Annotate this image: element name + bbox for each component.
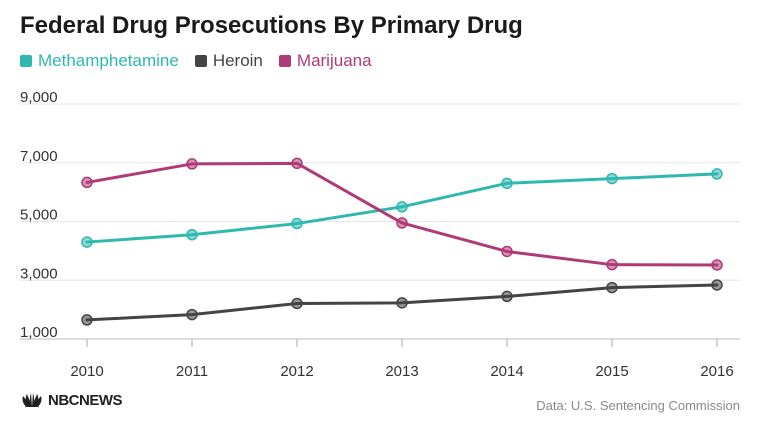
- legend-swatch-marijuana: [278, 55, 291, 67]
- data-point-marijuana: [606, 258, 618, 271]
- data-point-heroin: [81, 314, 93, 326]
- source-note: Data: U.S. Sentencing Commission: [536, 398, 740, 413]
- chart-title: Federal Drug Prosecutions By Primary Dru…: [20, 12, 523, 39]
- data-point-heroin: [291, 297, 303, 310]
- legend-label-heroin: Heroin: [212, 51, 263, 70]
- data-point-marijuana: [501, 245, 513, 258]
- legend-label-methamphetamine: Methamphetamine: [38, 51, 179, 70]
- y-tick-label: 9,000: [20, 89, 58, 106]
- data-point-methamphetamine: [501, 177, 513, 190]
- y-tick-label: 7,000: [20, 148, 58, 165]
- legend-item-methamphetamine: Methamphetamine: [20, 51, 179, 71]
- data-point-marijuana: [396, 217, 408, 229]
- legend-swatch-heroin: [194, 55, 207, 67]
- x-tick-label: 2010: [70, 363, 103, 380]
- grid-layer: [20, 103, 740, 347]
- data-point-heroin: [501, 290, 513, 303]
- y-tick-labels: 9,000 7,000 5,000 3,000 1,000: [20, 89, 58, 341]
- x-tick-label: 2011: [176, 363, 208, 380]
- data-point-methamphetamine: [606, 172, 618, 185]
- x-tick-labels: 2010 2011 2012 2013 2014 2015 2016: [70, 363, 733, 380]
- y-tick-label: 5,000: [20, 207, 58, 224]
- x-tick-label: 2013: [385, 363, 418, 380]
- data-point-methamphetamine: [396, 201, 408, 213]
- peacock-icon: [22, 392, 42, 407]
- data-point-marijuana: [186, 158, 198, 170]
- legend: Methamphetamine Heroin Marijuana: [20, 51, 372, 71]
- nbc-news-logo: NBCNEWS: [20, 392, 123, 409]
- y-tick-label: 1,000: [20, 324, 58, 341]
- data-point-marijuana: [81, 176, 93, 189]
- data-point-methamphetamine: [291, 217, 303, 230]
- legend-item-marijuana: Marijuana: [278, 51, 372, 71]
- data-point-heroin: [606, 281, 618, 294]
- x-tick-label: 2014: [490, 363, 523, 380]
- x-tick-label: 2016: [700, 363, 733, 380]
- data-point-marijuana: [291, 157, 303, 170]
- logo-text: NBCNEWS: [48, 392, 123, 409]
- data-point-methamphetamine: [186, 228, 198, 241]
- data-point-methamphetamine: [711, 168, 723, 180]
- data-point-heroin: [186, 308, 198, 321]
- data-point-marijuana: [711, 259, 723, 271]
- y-tick-label: 3,000: [20, 265, 58, 282]
- data-point-methamphetamine: [81, 236, 93, 248]
- series-layer: [81, 157, 723, 326]
- data-point-heroin: [711, 279, 723, 291]
- legend-item-heroin: Heroin: [194, 51, 263, 71]
- legend-label-marijuana: Marijuana: [296, 51, 372, 70]
- data-point-heroin: [396, 297, 408, 309]
- x-tick-label: 2012: [280, 363, 313, 380]
- legend-swatch-methamphetamine: [20, 55, 32, 67]
- x-tick-label: 2015: [595, 363, 628, 380]
